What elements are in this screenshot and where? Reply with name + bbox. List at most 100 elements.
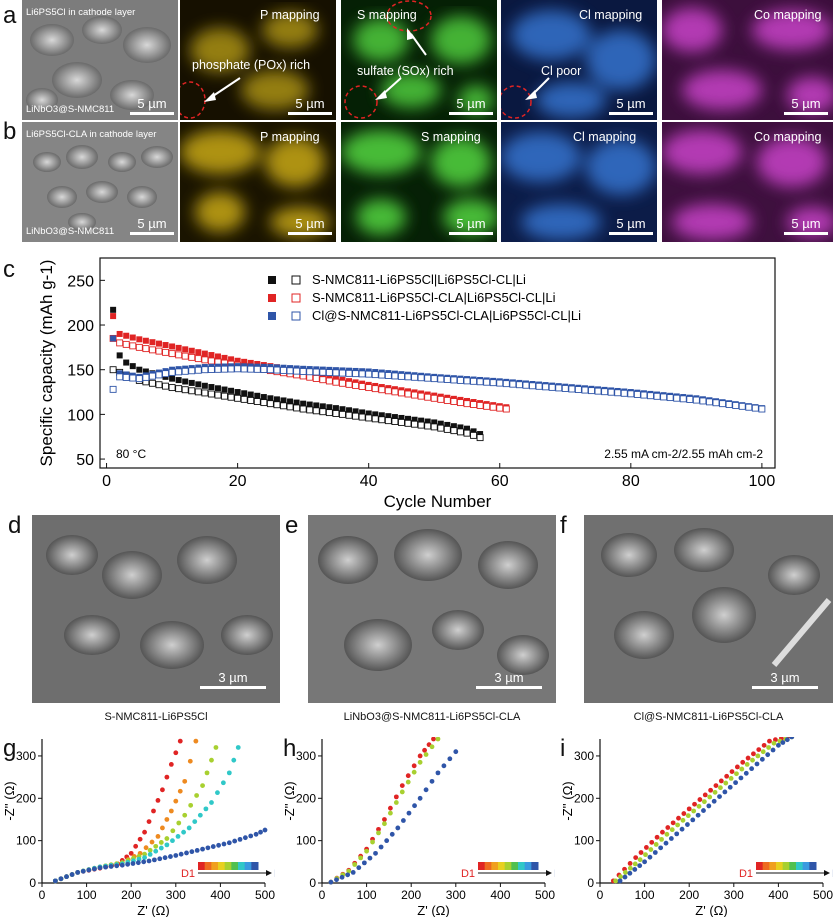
discharge-point — [424, 422, 432, 430]
charge-point — [110, 313, 117, 320]
charge-point — [162, 342, 169, 349]
charge-point — [247, 391, 254, 398]
discharge-point — [214, 391, 222, 399]
discharge-point — [378, 371, 386, 379]
y-tick-label: 100 — [574, 834, 594, 848]
discharge-point — [142, 373, 150, 381]
legend-marker-filled — [268, 312, 276, 320]
charge-point — [470, 428, 477, 435]
panel-letter-a: a — [3, 2, 17, 29]
eis-point — [168, 808, 174, 814]
eis-point — [685, 822, 690, 827]
discharge-point — [398, 389, 405, 397]
x-axis-label: Z' (Ω) — [695, 903, 727, 917]
eis-point — [194, 847, 200, 853]
y-tick-label: 150 — [67, 363, 94, 380]
discharge-point — [430, 423, 438, 431]
charge-point — [300, 400, 307, 407]
eis-point — [135, 860, 141, 866]
discharge-point — [601, 388, 609, 396]
eis-point — [690, 817, 696, 823]
discharge-point — [207, 357, 215, 365]
scale-bar: 3 µm — [200, 670, 266, 689]
discharge-point — [365, 384, 373, 392]
eis-point — [664, 831, 670, 837]
discharge-point — [509, 380, 517, 388]
legend-end-label: D28 — [554, 868, 555, 880]
scale-bar: 3 µm — [752, 670, 818, 689]
discharge-point — [758, 405, 766, 413]
discharge-point — [384, 387, 392, 395]
scale-bar: 5 µm — [130, 216, 174, 235]
discharge-point — [588, 387, 595, 395]
charge-point — [319, 403, 326, 410]
cl-map-title: Cl mapping — [573, 130, 637, 144]
eis-point — [147, 852, 153, 857]
eis-point — [69, 872, 75, 877]
discharge-point — [738, 402, 746, 410]
eis-point — [226, 770, 232, 776]
eis-point — [193, 738, 199, 744]
charge-point — [450, 423, 457, 430]
discharge-point — [417, 421, 425, 429]
x-tick-label: 0 — [319, 888, 326, 902]
eis-point — [258, 829, 263, 835]
eis-point — [232, 838, 238, 844]
discharge-point — [568, 385, 576, 393]
x-tick-label: 100 — [635, 888, 655, 902]
eis-point — [663, 840, 669, 846]
sulfate-annotation: sulfate (SOx) rich — [357, 64, 454, 78]
discharge-point — [653, 392, 661, 400]
charge-point — [319, 372, 326, 379]
eis-point — [765, 752, 771, 758]
discharge-point — [673, 394, 681, 402]
eis-point — [176, 820, 182, 826]
discharge-point — [384, 417, 392, 425]
cl-mapping-b: Cl mapping 5 µm — [501, 122, 657, 242]
charge-point — [424, 418, 431, 425]
discharge-point — [463, 400, 471, 408]
eis-point — [133, 843, 139, 849]
charge-point — [378, 412, 385, 419]
discharge-point — [456, 399, 464, 407]
y-axis-label: -Z'' (Ω) — [282, 781, 297, 820]
discharge-point — [404, 390, 412, 398]
eis-point — [346, 868, 352, 874]
eis-point — [652, 850, 658, 855]
eis-point — [638, 850, 644, 855]
eis-point — [170, 838, 175, 844]
charge-point — [247, 359, 254, 366]
sem-bottom-label: LiNbO3@S-NMC811 — [26, 226, 115, 237]
y-tick-label: 250 — [67, 273, 94, 290]
eis-point — [647, 854, 653, 860]
discharge-point — [463, 429, 471, 437]
charge-point — [201, 382, 208, 389]
eis-point — [660, 829, 665, 835]
eis-point — [130, 861, 136, 866]
discharge-point — [725, 401, 733, 409]
legend-color-swatch — [238, 862, 246, 870]
eis-point — [173, 750, 179, 756]
discharge-point — [548, 383, 556, 391]
legend-color-swatch — [782, 862, 790, 870]
eis-point — [417, 795, 423, 801]
eis-point — [658, 845, 664, 851]
charge-point — [385, 413, 392, 420]
eis-point — [162, 855, 168, 861]
y-tick-label: 300 — [16, 749, 36, 763]
eis-point — [431, 737, 436, 742]
eis-point — [759, 756, 765, 762]
discharge-point — [358, 383, 366, 390]
discharge-point — [332, 378, 340, 386]
eis-point — [696, 803, 702, 809]
x-tick-label: 200 — [121, 888, 141, 902]
discharge-point — [404, 419, 412, 427]
discharge-point — [391, 372, 399, 380]
eis-point — [242, 835, 248, 841]
s-map-title: S mapping — [421, 130, 481, 144]
scale-bar: 5 µm — [609, 96, 653, 115]
discharge-point — [332, 369, 340, 377]
charge-point — [182, 378, 189, 385]
legend-color-swatch — [756, 862, 764, 870]
